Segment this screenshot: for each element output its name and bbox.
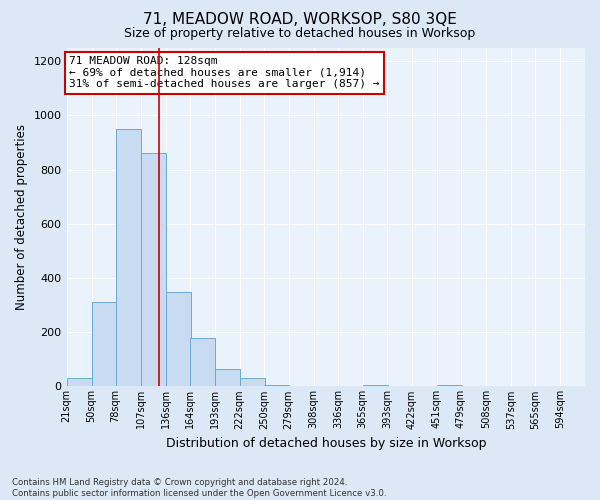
Bar xyxy=(116,129,140,386)
Bar xyxy=(215,369,239,386)
Y-axis label: Number of detached properties: Number of detached properties xyxy=(15,124,28,310)
Text: Contains HM Land Registry data © Crown copyright and database right 2024.
Contai: Contains HM Land Registry data © Crown c… xyxy=(12,478,386,498)
Bar xyxy=(363,385,388,386)
Bar xyxy=(166,292,191,386)
Bar xyxy=(437,385,462,386)
Bar xyxy=(239,378,265,386)
Bar xyxy=(190,338,215,386)
Text: 71 MEADOW ROAD: 128sqm
← 69% of detached houses are smaller (1,914)
31% of semi-: 71 MEADOW ROAD: 128sqm ← 69% of detached… xyxy=(69,56,380,89)
X-axis label: Distribution of detached houses by size in Worksop: Distribution of detached houses by size … xyxy=(166,437,486,450)
Bar xyxy=(264,385,289,386)
Bar xyxy=(67,378,92,386)
Bar xyxy=(140,153,166,386)
Text: Size of property relative to detached houses in Worksop: Size of property relative to detached ho… xyxy=(124,28,476,40)
Bar xyxy=(92,302,116,386)
Text: 71, MEADOW ROAD, WORKSOP, S80 3QE: 71, MEADOW ROAD, WORKSOP, S80 3QE xyxy=(143,12,457,28)
